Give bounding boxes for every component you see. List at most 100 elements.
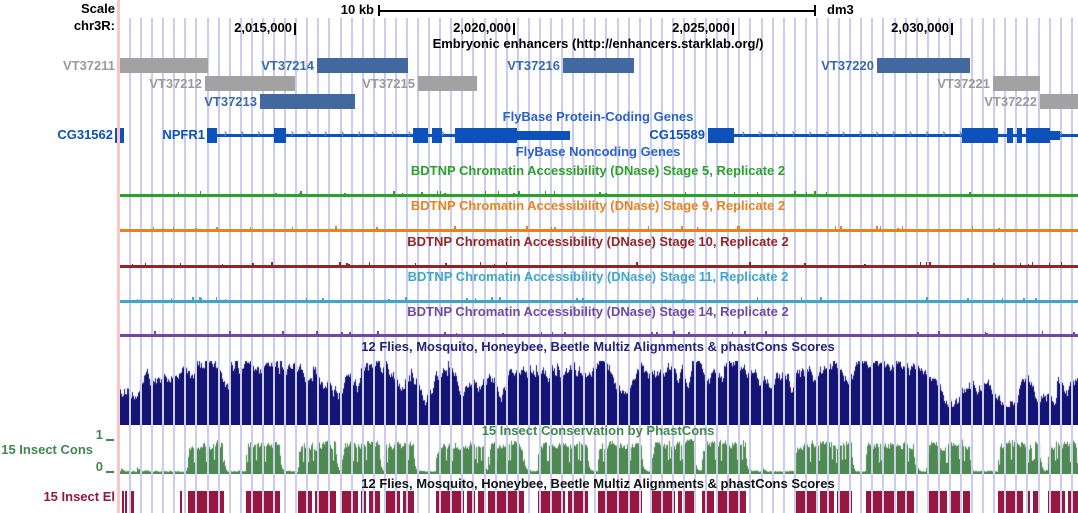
- dnase-signal-peak: [998, 227, 1000, 229]
- conserved-element-block[interactable]: [837, 491, 852, 513]
- dnase-signal-peak: [249, 227, 252, 229]
- conserved-element-block[interactable]: [598, 491, 642, 513]
- gene-exon[interactable]: [432, 127, 442, 143]
- dnase-signal-peak: [636, 261, 638, 265]
- gene-exon[interactable]: [455, 127, 517, 143]
- dnase-signal-peak: [229, 330, 231, 334]
- conserved-element-block[interactable]: [125, 491, 127, 513]
- gene-exon[interactable]: [1026, 127, 1050, 143]
- dnase-signal-peak: [436, 190, 439, 194]
- dnase-signal-peak: [282, 330, 284, 334]
- coordinate-label: 2,020,000: [453, 20, 511, 35]
- dnase-signal-peak: [737, 226, 739, 229]
- conserved-element-block[interactable]: [478, 491, 484, 513]
- dnase-signal-line-stage-3[interactable]: [118, 265, 1078, 268]
- enhancer-box-vt37216[interactable]: [563, 58, 634, 73]
- dnase-signal-line-stage-4[interactable]: [118, 300, 1078, 303]
- dnase-signal-line-stage-1[interactable]: [118, 194, 1078, 197]
- conserved-element-block[interactable]: [702, 491, 715, 513]
- coordinate-label: 2,015,000: [234, 20, 292, 35]
- enhancer-box-vt37215[interactable]: [418, 76, 477, 91]
- gene-exon[interactable]: [1017, 127, 1022, 143]
- dnase-signal-peak: [466, 298, 468, 300]
- dnase-signal-peak: [179, 262, 182, 265]
- dnase-signal-peak: [834, 226, 837, 229]
- gene-exon[interactable]: [962, 127, 998, 143]
- enhancer-box-vt37211[interactable]: [118, 58, 208, 73]
- gene-exon[interactable]: [413, 127, 428, 143]
- dnase-signal-peak: [291, 227, 294, 229]
- enhancer-box-vt37220[interactable]: [877, 58, 970, 73]
- dnase-signal-peak: [344, 192, 346, 194]
- conserved-element-block[interactable]: [342, 491, 359, 513]
- dnase-stage9-title: BDTNP Chromatin Accessibility (DNase) St…: [410, 198, 786, 213]
- dnase-signal-peak: [967, 298, 969, 300]
- elements-track-left-label[interactable]: 15 Insect El: [43, 489, 115, 504]
- dnase-signal-peak: [484, 190, 487, 194]
- dnase-signal-peak: [518, 191, 520, 194]
- gene-exon[interactable]: [274, 127, 286, 143]
- conserved-element-block[interactable]: [403, 491, 414, 513]
- gene-intron-line: [708, 134, 1078, 137]
- dnase-signal-peak: [901, 226, 904, 229]
- dnase-signal-peak: [513, 192, 515, 194]
- dnase-signal-peak: [152, 227, 155, 229]
- conserved-element-block[interactable]: [436, 491, 464, 513]
- conserved-element-block[interactable]: [131, 491, 134, 513]
- conservation-track-left-label[interactable]: 15 Insect Cons: [1, 442, 93, 457]
- enhancer-box-vt37221[interactable]: [993, 76, 1040, 91]
- dnase-signal-peak: [969, 191, 971, 194]
- position-marker-line: [117, 0, 120, 513]
- dnase-signal-peak: [192, 296, 194, 300]
- dnase-signal-peak: [271, 261, 273, 265]
- dnase-signal-peak: [368, 262, 371, 265]
- dnase-signal-peak: [938, 330, 940, 334]
- conserved-element-block[interactable]: [652, 491, 676, 513]
- conserved-element-block[interactable]: [685, 491, 694, 513]
- dnase-signal-peak: [897, 227, 899, 229]
- scale-bar-label: 10 kb: [340, 2, 374, 17]
- dnase-signal-peak: [576, 298, 578, 300]
- flybase-pcg-track-title: FlyBase Protein-Coding Genes: [502, 109, 694, 124]
- conserved-element-block[interactable]: [315, 491, 336, 513]
- dnase-signal-peak: [984, 332, 987, 334]
- conserved-element-block[interactable]: [466, 491, 476, 513]
- dnase-signal-peak: [971, 225, 974, 229]
- dnase-signal-peak: [499, 296, 501, 300]
- conserved-element-block[interactable]: [928, 491, 947, 513]
- conserved-element-block[interactable]: [962, 491, 970, 513]
- insect-conservation-histogram[interactable]: [118, 437, 1078, 474]
- dnase-signal-line-stage-2[interactable]: [118, 229, 1078, 232]
- gene-utr[interactable]: [517, 130, 570, 140]
- conserved-element-block[interactable]: [678, 491, 683, 513]
- conserved-element-block[interactable]: [1068, 491, 1078, 513]
- dnase-signal-peak: [731, 331, 734, 334]
- gene-exon[interactable]: [1007, 127, 1013, 143]
- conserved-element-block[interactable]: [179, 491, 183, 513]
- dnase-signal-peak: [172, 226, 175, 229]
- conserved-element-block[interactable]: [298, 491, 313, 513]
- dnase-signal-peak: [1048, 262, 1051, 265]
- dnase-signal-peak: [1035, 297, 1037, 300]
- enhancer-box-vt37212[interactable]: [205, 76, 295, 91]
- gene-utr[interactable]: [1050, 130, 1060, 140]
- dnase-signal-line-stage-5[interactable]: [118, 334, 1078, 337]
- enhancer-label: VT37214: [261, 58, 314, 73]
- dnase-signal-peak: [348, 263, 350, 265]
- conserved-element-block[interactable]: [949, 491, 960, 513]
- dnase-signal-peak: [794, 191, 796, 194]
- conserved-element-block[interactable]: [121, 491, 124, 513]
- multiz-phastcons-histogram[interactable]: [118, 358, 1078, 425]
- enhancer-box-vt37214[interactable]: [317, 58, 408, 73]
- conserved-element-block[interactable]: [1033, 491, 1040, 513]
- dnase-signal-peak: [177, 192, 179, 194]
- gene-exon[interactable]: [708, 127, 734, 143]
- enhancer-box-vt37213[interactable]: [260, 94, 355, 109]
- dnase-signal-peak: [647, 226, 650, 229]
- dnase-signal-peak: [1031, 262, 1034, 265]
- enhancer-box-vt37222[interactable]: [1040, 94, 1078, 109]
- coordinate-label: 2,025,000: [672, 20, 730, 35]
- gene-exon[interactable]: [207, 127, 217, 143]
